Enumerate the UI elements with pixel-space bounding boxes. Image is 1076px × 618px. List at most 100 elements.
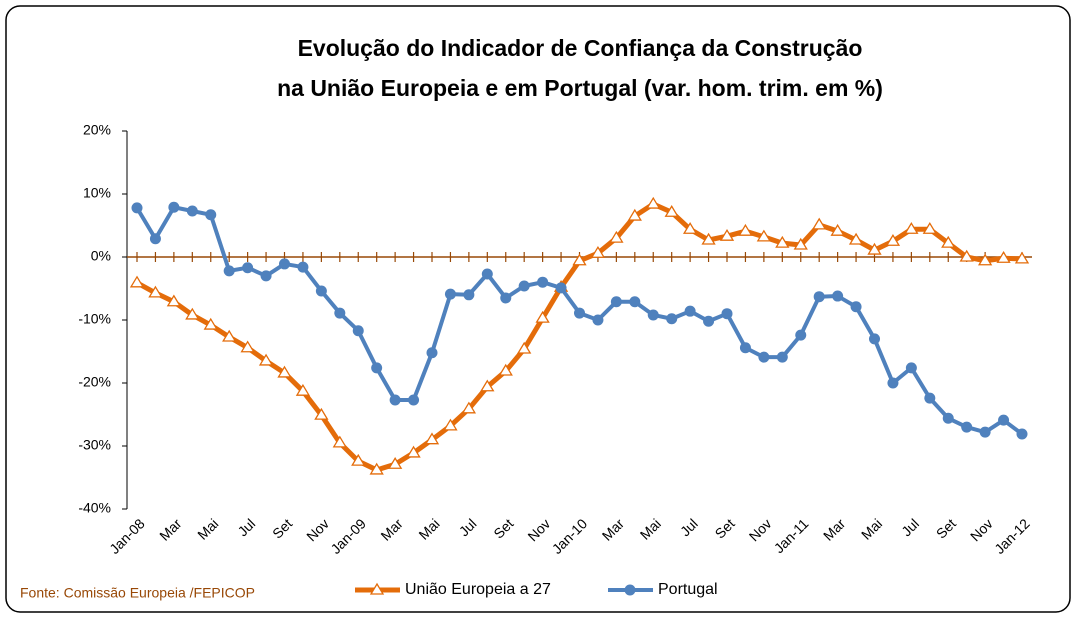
source-note: Fonte: Comissão Europeia /FEPICOP (20, 585, 255, 601)
marker (149, 233, 161, 245)
marker (887, 377, 899, 389)
marker (461, 401, 477, 414)
marker (279, 258, 290, 270)
marker (203, 317, 218, 330)
marker (721, 308, 733, 320)
marker (369, 582, 385, 595)
marker (537, 276, 549, 288)
marker (813, 291, 825, 303)
y-tick-label: -20% (78, 374, 111, 390)
marker (463, 289, 475, 301)
marker (701, 232, 716, 245)
marker (776, 351, 788, 363)
marker (977, 253, 993, 266)
marker (941, 235, 956, 248)
marker (756, 229, 772, 242)
marker (315, 285, 327, 297)
marker (314, 407, 329, 420)
marker (904, 222, 919, 234)
marker (426, 347, 438, 359)
marker (205, 209, 217, 221)
marker (517, 341, 532, 354)
marker (186, 205, 198, 217)
marker (664, 205, 679, 217)
marker (758, 351, 770, 363)
marker (297, 261, 309, 273)
marker (867, 242, 882, 255)
marker (684, 305, 696, 317)
marker (371, 362, 383, 374)
marker (443, 418, 458, 431)
marker (719, 228, 735, 241)
marker (555, 282, 567, 294)
marker (924, 392, 936, 404)
marker (295, 383, 311, 396)
marker (666, 313, 678, 325)
marker (703, 315, 715, 327)
marker (959, 249, 974, 262)
chart-title: na União Europeia e em Portugal (var. ho… (277, 75, 883, 101)
marker (592, 314, 604, 326)
marker (848, 232, 864, 245)
marker (408, 394, 420, 406)
marker (258, 353, 274, 366)
marker (610, 296, 622, 308)
marker (389, 394, 401, 406)
marker (240, 340, 255, 353)
y-tick-label: 10% (83, 185, 111, 201)
marker (979, 426, 991, 438)
marker (480, 379, 495, 392)
y-tick-label: -30% (78, 437, 111, 453)
marker (609, 230, 624, 243)
marker (869, 333, 880, 345)
y-tick-label: 0% (91, 248, 111, 264)
frame (5, 5, 1071, 613)
marker (647, 309, 659, 321)
marker (998, 414, 1010, 426)
marker (332, 435, 347, 448)
marker (260, 270, 272, 282)
marker (795, 329, 807, 341)
marker (942, 412, 954, 424)
marker (961, 421, 973, 433)
chart-title: Evolução do Indicador de Confiança da Co… (298, 35, 863, 61)
marker (905, 362, 917, 374)
marker (277, 365, 292, 378)
marker (222, 329, 237, 342)
marker (590, 245, 606, 258)
marker (387, 457, 403, 469)
marker (334, 307, 346, 319)
marker (832, 290, 844, 302)
marker (1016, 428, 1028, 440)
marker (498, 363, 513, 376)
marker (850, 301, 862, 313)
marker (574, 307, 585, 319)
y-tick-label: -40% (78, 500, 111, 516)
marker (682, 222, 698, 234)
marker (242, 262, 254, 274)
marker (738, 223, 753, 236)
y-tick-label: 20% (83, 122, 111, 138)
marker (812, 217, 827, 230)
marker (500, 292, 512, 304)
marker (1014, 251, 1030, 264)
legend-label: União Europeia a 27 (405, 581, 551, 598)
marker (922, 222, 937, 234)
marker (629, 296, 641, 308)
marker (739, 342, 751, 354)
marker (793, 237, 808, 250)
marker (624, 584, 636, 596)
marker (168, 201, 180, 213)
marker (129, 275, 145, 288)
marker (223, 265, 235, 277)
marker (131, 202, 143, 214)
marker (166, 294, 182, 307)
marker (351, 453, 366, 466)
y-tick-label: -10% (78, 311, 111, 327)
marker (885, 233, 901, 246)
marker (424, 432, 440, 445)
marker (518, 280, 530, 292)
marker (996, 250, 1011, 263)
